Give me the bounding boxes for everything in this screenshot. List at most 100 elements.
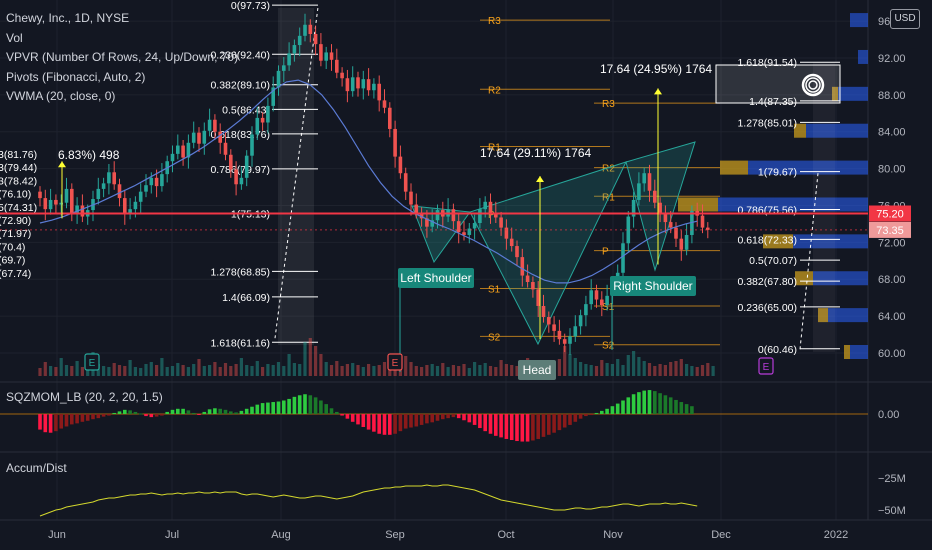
squeeze-bar <box>244 408 249 414</box>
squeeze-bar <box>176 408 180 414</box>
volume-bar <box>361 367 365 376</box>
candle-body <box>313 33 318 45</box>
squeeze-bar <box>377 414 381 434</box>
fib-label: 0.382(67.80) <box>737 276 797 288</box>
fib-edge-label: (76.10) <box>0 189 31 201</box>
squeeze-bar <box>350 414 355 422</box>
volume-bar <box>573 358 577 376</box>
squeeze-bar <box>488 414 493 434</box>
vpvr-row <box>720 160 748 175</box>
volume-bar <box>451 365 455 376</box>
volume-bar <box>637 357 641 376</box>
candle-body <box>181 145 185 158</box>
volume-bar <box>266 364 270 376</box>
x-tick-label: Nov <box>603 529 623 541</box>
candle-body <box>43 198 48 210</box>
volume-bar <box>441 363 445 376</box>
candle-body <box>409 191 413 205</box>
squeeze-bar <box>101 414 106 417</box>
indicator-vwma[interactable]: VWMA (20, close, 0) <box>6 89 116 103</box>
candle-body <box>483 201 487 210</box>
squeeze-bar <box>75 414 79 424</box>
indicator-vol[interactable]: Vol <box>6 30 23 45</box>
indicator-pivots[interactable]: Pivots (Fibonacci, Auto, 2) <box>6 69 146 84</box>
symbol-title[interactable]: Chewy, Inc., 1D, NYSE <box>6 11 130 25</box>
squeeze-bar <box>631 394 636 414</box>
price-axis[interactable]: 96.0092.0088.0084.0080.0076.0072.0068.00… <box>869 16 911 360</box>
vpvr-row <box>850 13 868 28</box>
squeeze-bar <box>515 414 519 442</box>
squeeze-title[interactable]: SQZMOM_LB (20, 2, 20, 1.5) <box>6 390 163 404</box>
volume-bar <box>488 366 493 376</box>
candle-body <box>176 145 180 154</box>
candle-body <box>276 70 281 88</box>
y-tick-label: 80.00 <box>878 164 906 176</box>
squeeze-bar <box>398 414 403 432</box>
squeeze-bar <box>213 408 217 414</box>
volume-bar <box>663 365 667 376</box>
volume-bar <box>504 364 508 376</box>
fib-edge-label: (71.97) <box>0 228 31 240</box>
squeeze-bar <box>562 414 567 428</box>
indicator-vpvr[interactable]: VPVR (Number Of Rows, 24, Up/Down, 70) <box>6 50 239 64</box>
squeeze-bar <box>54 414 58 432</box>
candle-body <box>488 201 493 213</box>
candle-body <box>335 59 339 73</box>
squeeze-bar <box>356 414 360 425</box>
candle-body <box>234 169 238 185</box>
candle-body <box>101 183 106 189</box>
earnings-badge <box>84 353 100 371</box>
accum-dist-title[interactable]: Accum/Dist <box>6 461 67 475</box>
volume-bar <box>382 362 387 376</box>
candle-body <box>229 154 233 170</box>
volume-bar <box>711 366 715 376</box>
volume-bar <box>218 367 222 376</box>
candle-body <box>536 289 540 306</box>
volume-bar <box>250 366 254 376</box>
candle-body <box>525 275 530 283</box>
squeeze-bar <box>138 413 143 415</box>
target-marker <box>805 77 821 93</box>
candle-body <box>435 210 440 221</box>
volume-bar <box>133 367 137 376</box>
squeeze-bar <box>525 414 530 442</box>
volume-bar <box>616 359 620 376</box>
candle-body <box>239 177 244 185</box>
squeeze-bar <box>112 412 116 414</box>
pivot-label: S2 <box>488 332 501 343</box>
squeeze-bar <box>43 414 48 433</box>
candle-body <box>191 132 196 143</box>
volume-bar <box>298 364 302 376</box>
squeeze-bar <box>451 414 456 418</box>
volume-bar <box>340 366 344 376</box>
fib-label: 1.4(87.35) <box>749 96 797 108</box>
candle-body <box>266 105 270 123</box>
candle-body <box>515 246 519 258</box>
squeeze-bar <box>38 414 42 430</box>
volume-bar <box>170 366 175 376</box>
head-shape <box>469 161 627 346</box>
candle-body <box>319 44 323 61</box>
squeeze-bar <box>128 410 132 414</box>
squeeze-bar <box>435 414 440 421</box>
squeeze-bar <box>207 409 212 414</box>
squeeze-bar <box>308 395 313 414</box>
volume-bar <box>107 367 111 376</box>
volume-bar <box>329 365 334 376</box>
volume-bar <box>319 354 323 376</box>
squeeze-bar <box>403 414 408 429</box>
currency-label[interactable]: USD <box>890 9 920 29</box>
candle-body <box>462 232 466 235</box>
volume-bar <box>462 364 466 376</box>
volume-bar <box>669 362 673 376</box>
candle-body <box>282 65 286 71</box>
candle-body <box>700 215 705 228</box>
fib-label: 0.382(89.10) <box>210 80 270 92</box>
candle-body <box>594 290 599 300</box>
pivot-label: S1 <box>488 284 501 295</box>
x-tick-label: Aug <box>271 529 291 541</box>
squeeze-bar <box>568 414 572 425</box>
squeeze-bar <box>197 414 201 415</box>
pivot-label: R2 <box>602 164 615 175</box>
